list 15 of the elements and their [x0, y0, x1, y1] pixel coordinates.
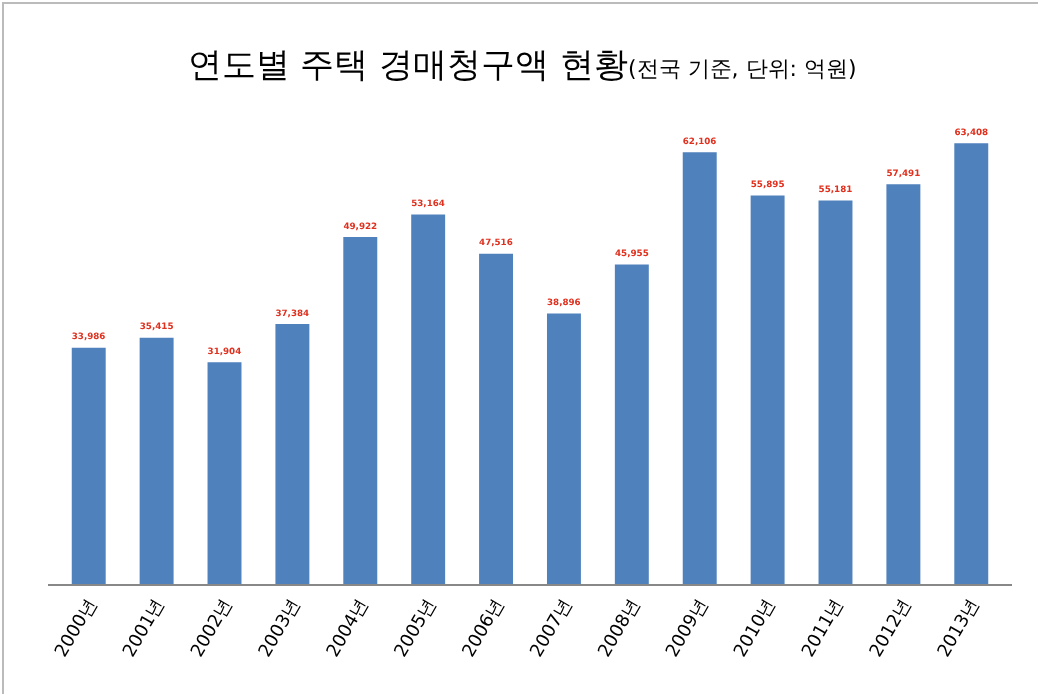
bar	[682, 152, 717, 584]
bar	[71, 347, 106, 584]
bar	[954, 143, 989, 584]
chart-subtitle: (전국 기준, 단위: 억원)	[627, 56, 857, 83]
bar	[479, 253, 514, 584]
bar	[546, 313, 581, 584]
bar	[139, 337, 174, 584]
bar	[886, 184, 921, 584]
bar	[411, 214, 446, 584]
bar	[818, 200, 853, 584]
bar	[343, 236, 378, 584]
bar	[275, 324, 310, 584]
bar	[614, 264, 649, 584]
bar	[750, 195, 785, 584]
bar	[207, 362, 242, 584]
